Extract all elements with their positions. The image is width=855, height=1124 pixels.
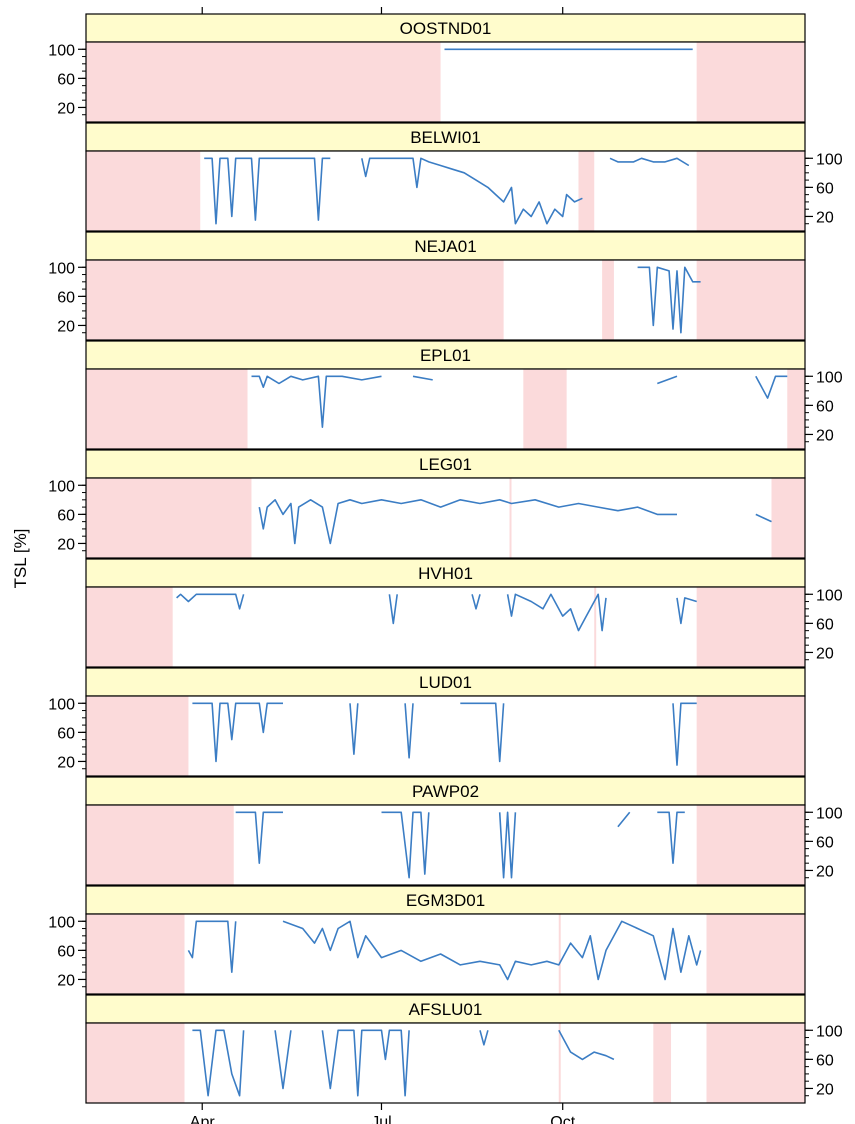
panel-hvh01: HVH01 20 60 100 xyxy=(86,559,843,667)
y-tick-label: 20 xyxy=(57,536,75,553)
y-tick-label: 20 xyxy=(816,209,834,226)
panel-neja01: NEJA01 20 60 100 xyxy=(48,232,805,340)
shaded-range xyxy=(86,914,184,994)
y-tick-label: 100 xyxy=(48,260,75,277)
y-tick-label: 60 xyxy=(816,616,834,633)
shaded-range xyxy=(86,805,234,885)
y-tick-label: 100 xyxy=(816,805,843,822)
panels-group: OOSTND01 20 60 100 BELWI01 20 60 100 NEJA01 20 60 1… xyxy=(48,14,843,1103)
shaded-range xyxy=(523,369,566,449)
y-tick-label: 60 xyxy=(816,834,834,851)
y-tick-label: 100 xyxy=(48,696,75,713)
shaded-range xyxy=(86,151,200,231)
y-tick-label: 20 xyxy=(816,1081,834,1098)
shaded-range xyxy=(86,42,441,122)
plot-area xyxy=(86,914,805,994)
panel-epl01: EPL01 20 60 100 xyxy=(86,341,843,449)
y-tick-label: 20 xyxy=(57,100,75,117)
y-axis-title-group: TSL [%] xyxy=(11,529,30,589)
y-tick-label: 20 xyxy=(57,318,75,335)
shaded-range xyxy=(86,260,504,340)
strip-label: EGM3D01 xyxy=(406,891,485,910)
y-tick-label: 20 xyxy=(816,427,834,444)
shaded-range xyxy=(86,369,248,449)
y-tick-label: 20 xyxy=(816,863,834,880)
y-tick-label: 60 xyxy=(57,71,75,88)
shaded-range xyxy=(697,260,805,340)
shaded-range xyxy=(602,260,614,340)
y-tick-label: 20 xyxy=(816,645,834,662)
shaded-range xyxy=(510,478,512,558)
x-tick-label: Oct xyxy=(550,1114,575,1124)
x-tick-label: Apr xyxy=(190,1114,216,1124)
y-tick-label: 20 xyxy=(57,972,75,989)
y-axis-title: TSL [%] xyxy=(11,529,30,589)
panel-afslu01: AFSLU01 20 60 100 xyxy=(86,995,843,1103)
shaded-range xyxy=(707,914,805,994)
panel-leg01: LEG01 20 60 100 xyxy=(48,450,805,558)
y-tick-label: 100 xyxy=(48,42,75,59)
y-tick-label: 100 xyxy=(816,369,843,386)
panel-egm3d01: EGM3D01 20 60 100 xyxy=(48,886,805,994)
y-tick-label: 100 xyxy=(48,478,75,495)
shaded-range xyxy=(559,914,561,994)
y-tick-label: 60 xyxy=(816,1052,834,1069)
panel-lud01: LUD01 20 60 100 xyxy=(48,668,805,776)
y-tick-label: 100 xyxy=(48,914,75,931)
y-tick-label: 60 xyxy=(57,507,75,524)
panel-oostnd01: OOSTND01 20 60 100 xyxy=(48,14,805,122)
shaded-range xyxy=(86,1023,184,1103)
strip-label: PAWP02 xyxy=(412,782,479,801)
strip-label: AFSLU01 xyxy=(409,1000,483,1019)
shaded-range xyxy=(697,696,805,776)
shaded-range xyxy=(697,42,805,122)
shaded-range xyxy=(697,587,805,667)
y-tick-label: 60 xyxy=(816,180,834,197)
y-tick-label: 60 xyxy=(57,289,75,306)
shaded-range xyxy=(86,587,173,667)
strip-label: HVH01 xyxy=(418,564,473,583)
y-tick-label: 60 xyxy=(57,725,75,742)
y-tick-label: 20 xyxy=(57,754,75,771)
panel-pawp02: PAWP02 20 60 100 xyxy=(86,777,843,885)
strip-label: EPL01 xyxy=(420,346,471,365)
strip-label: LEG01 xyxy=(419,455,472,474)
panel-belwi01: BELWI01 20 60 100 xyxy=(86,123,843,231)
shaded-range xyxy=(86,478,251,558)
shaded-range xyxy=(787,369,805,449)
plot-area xyxy=(86,1023,805,1103)
shaded-range xyxy=(697,151,805,231)
x-tick-label: Jul xyxy=(371,1114,391,1124)
strip-label: NEJA01 xyxy=(414,237,476,256)
shaded-range xyxy=(578,151,594,231)
strip-label: OOSTND01 xyxy=(400,19,492,38)
shaded-range xyxy=(86,696,188,776)
y-tick-label: 100 xyxy=(816,1023,843,1040)
strip-label: LUD01 xyxy=(419,673,472,692)
shaded-range xyxy=(707,1023,805,1103)
y-tick-label: 100 xyxy=(816,151,843,168)
y-tick-label: 60 xyxy=(57,943,75,960)
y-tick-label: 60 xyxy=(816,398,834,415)
shaded-range xyxy=(653,1023,671,1103)
strip-label: BELWI01 xyxy=(410,128,481,147)
shaded-range xyxy=(772,478,805,558)
y-tick-label: 100 xyxy=(816,587,843,604)
shaded-range xyxy=(697,805,805,885)
